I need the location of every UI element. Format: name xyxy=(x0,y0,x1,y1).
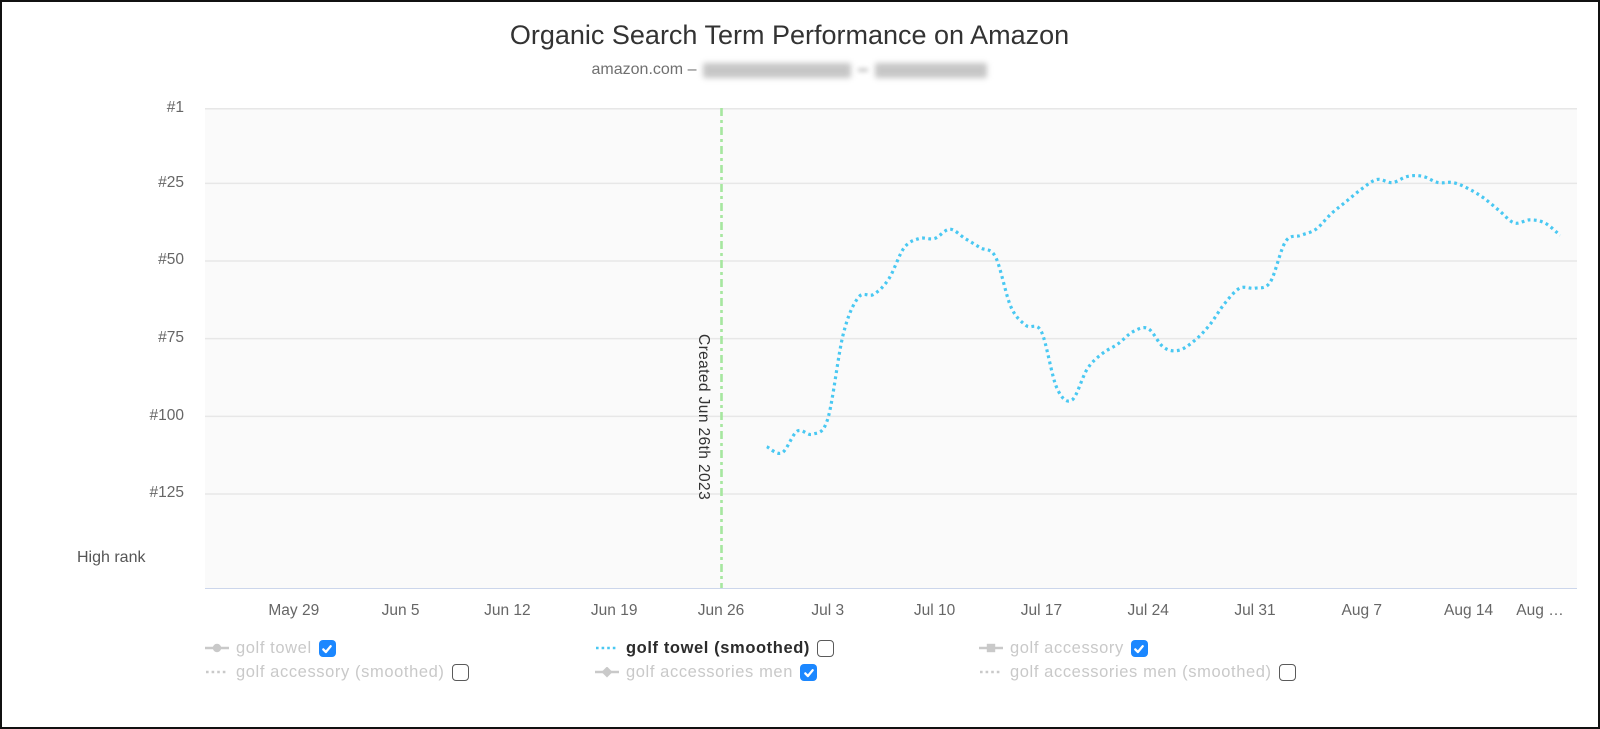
legend-label[interactable]: golf accessories men xyxy=(626,663,793,681)
x-axis-label: Aug 7 xyxy=(1341,602,1383,619)
dotted-line-icon xyxy=(979,667,1003,678)
x-axis-label: Jun 26 xyxy=(697,602,745,619)
annotation-label: Created Jun 26th 2023 xyxy=(695,334,712,501)
legend-item-golf-accessories-men-smoothed[interactable]: golf accessories men (smoothed) xyxy=(979,662,1296,683)
plot-area: Created Jun 26th 2023 xyxy=(205,108,1577,589)
checkbox-golf-accessories-men-smoothed[interactable] xyxy=(1278,664,1296,681)
x-axis-label: Jul 17 xyxy=(1020,602,1063,619)
legend-item-golf-accessories-men[interactable]: golf accessories men xyxy=(595,662,834,683)
checkbox-golf-towel[interactable] xyxy=(318,640,336,657)
x-axis-label: Jun 19 xyxy=(590,602,638,619)
series-golf-towel-smoothed xyxy=(766,173,1562,456)
redacted-search-term-1 xyxy=(703,62,852,78)
x-axis-label: Jul 31 xyxy=(1234,602,1276,619)
x-axis-label: Jul 10 xyxy=(913,602,956,619)
legend-column: golf accessory golf accessories men (smoo… xyxy=(979,638,1296,683)
y-axis-label: #125 xyxy=(149,484,184,502)
x-axis-label: Jun 12 xyxy=(484,602,531,619)
legend-item-golf-accessory[interactable]: golf accessory xyxy=(979,638,1296,659)
chart-header: Organic Search Term Performance on Amazo… xyxy=(2,2,1577,79)
legend-item-golf-towel-smoothed[interactable]: golf towel (smoothed) xyxy=(595,638,834,659)
y-axis-label: #25 xyxy=(158,173,184,191)
x-axis-label: Aug 14 xyxy=(1444,602,1494,619)
line-circle-icon xyxy=(205,643,229,654)
checkbox-golf-towel-smoothed[interactable] xyxy=(817,640,834,657)
y-axis-note: High rank xyxy=(77,549,146,566)
dotted-line-icon xyxy=(205,667,229,678)
x-axis-label: Jul 24 xyxy=(1127,602,1169,619)
y-axis-label: #1 xyxy=(166,99,184,116)
legend-item-golf-accessory-smoothed[interactable]: golf accessory (smoothed) xyxy=(205,662,469,683)
y-axis-label: #100 xyxy=(149,406,184,424)
chart-canvas xyxy=(205,108,1577,588)
redacted-separator xyxy=(858,68,869,72)
legend-item-golf-towel[interactable]: golf towel xyxy=(205,638,469,659)
legend-label[interactable]: golf towel (smoothed) xyxy=(626,639,810,657)
x-axis-label: Jul 3 xyxy=(811,602,845,619)
checkbox-golf-accessory[interactable] xyxy=(1130,640,1148,657)
line-square-icon xyxy=(979,643,1003,654)
checkbox-golf-accessories-men[interactable] xyxy=(800,664,817,681)
x-axis-label: May 29 xyxy=(268,602,320,619)
x-axis-label: Aug … xyxy=(1516,602,1564,619)
dotted-line-icon xyxy=(595,643,619,654)
legend-label[interactable]: golf towel xyxy=(236,639,312,657)
redacted-search-term-2 xyxy=(875,62,988,78)
y-axis-label: #50 xyxy=(158,251,184,269)
line-diamond-icon xyxy=(595,667,619,678)
y-axis-label: #75 xyxy=(158,328,184,346)
subtitle-site: amazon.com – xyxy=(591,61,697,78)
legend-column: golf towel golf accessory (smoothed) xyxy=(205,638,469,683)
x-axis-label: Jun 5 xyxy=(381,602,420,619)
chart-title: Organic Search Term Performance on Amazo… xyxy=(509,20,1070,50)
legend-label[interactable]: golf accessory xyxy=(1010,639,1124,657)
legend-label[interactable]: golf accessory (smoothed) xyxy=(236,663,445,681)
chart-subtitle: amazon.com – xyxy=(2,61,1577,79)
checkbox-golf-accessory-smoothed[interactable] xyxy=(451,664,469,681)
legend-label[interactable]: golf accessories men (smoothed) xyxy=(1010,663,1272,681)
legend-column: golf towel (smoothed) golf accessories me… xyxy=(595,638,834,683)
